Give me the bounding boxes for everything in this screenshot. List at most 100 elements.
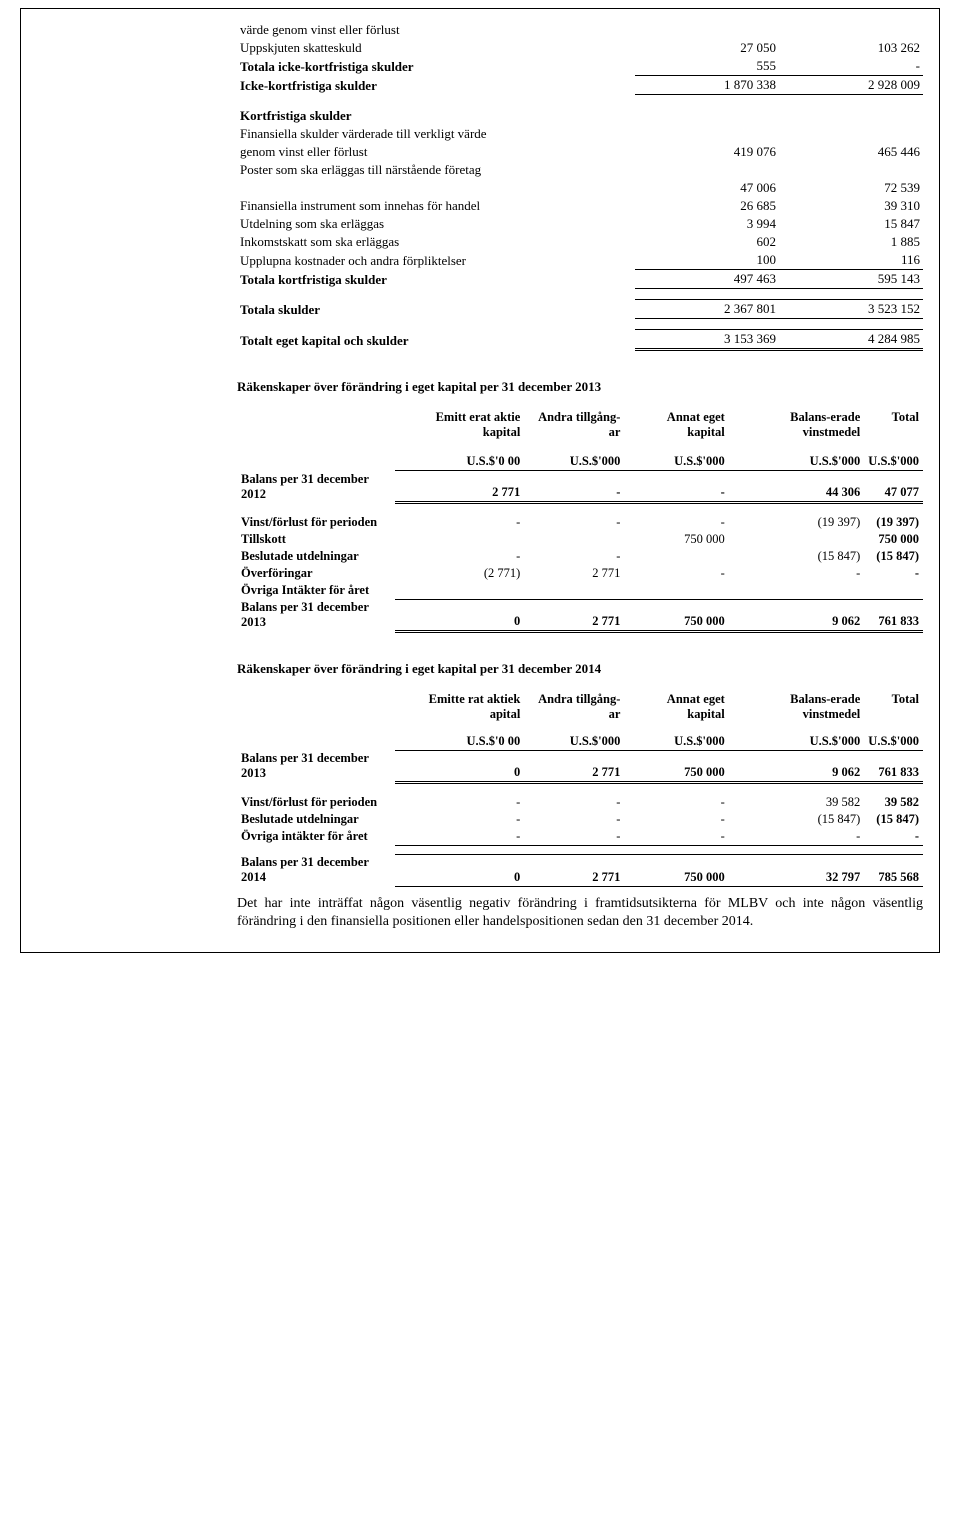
cell: - [395, 514, 524, 531]
row-label: Balans per 31 december 2012 [237, 471, 395, 503]
row-label: Balans per 31 december 2013 [237, 750, 395, 782]
col-unit: U.S.$'000 [864, 733, 923, 751]
table-row: Icke-kortfristiga skulder1 870 3382 928 … [237, 76, 923, 95]
table-row: Övriga intäkter för året - - - - - [237, 828, 923, 846]
row-label: Totala skulder [237, 300, 635, 319]
cell: - [624, 828, 728, 846]
row-val-b: 15 847 [779, 215, 923, 233]
row-val-a: 26 685 [635, 197, 779, 215]
table-row: Finansiella skulder värderade till verkl… [237, 125, 923, 143]
cell: 0 [395, 854, 524, 886]
table-row: Totala skulder2 367 8013 523 152 [237, 300, 923, 319]
content-area: värde genom vinst eller förlust Uppskjut… [237, 21, 923, 932]
cell: (15 847) [729, 811, 865, 828]
col-unit: U.S.$'000 [729, 453, 865, 471]
cell: 2 771 [524, 854, 624, 886]
row-label: Balans per 31 december 2014 [237, 854, 395, 886]
cell: 761 833 [864, 750, 923, 782]
cell: 750 000 [624, 531, 728, 548]
cell: - [524, 811, 624, 828]
page-frame: värde genom vinst eller förlust Uppskjut… [20, 8, 940, 953]
row-label: Poster som ska erläggas till närstående … [237, 161, 635, 179]
row-val-b: 1 885 [779, 233, 923, 251]
cell: (15 847) [864, 548, 923, 565]
table-row: Balans per 31 december 2014 0 2 771 750 … [237, 854, 923, 886]
table-row: värde genom vinst eller förlust [237, 21, 923, 39]
cell: - [729, 828, 865, 846]
cell: (15 847) [729, 548, 865, 565]
cell: - [624, 514, 728, 531]
col-header: Andra tillgång-ar [524, 691, 624, 723]
row-val-a: 555 [635, 57, 779, 76]
table-row: 47 00672 539 [237, 179, 923, 197]
col-unit: U.S.$'000 [624, 733, 728, 751]
table-row: Beslutade utdelningar - - - (15 847) (15… [237, 811, 923, 828]
row-label: Tillskott [237, 531, 395, 548]
col-header: Total [864, 691, 923, 723]
row-val-b: 116 [779, 251, 923, 270]
row-label: Beslutade utdelningar [237, 811, 395, 828]
table-row: Beslutade utdelningar - - (15 847) (15 8… [237, 548, 923, 565]
cell [524, 531, 624, 548]
cell: 750 000 [624, 599, 728, 631]
row-val-a: 2 367 801 [635, 300, 779, 319]
table-row: Balans per 31 december 2013 0 2 771 750 … [237, 750, 923, 782]
cell: 47 077 [864, 471, 923, 503]
col-header: Annat eget kapital [624, 409, 728, 441]
cell: 9 062 [729, 750, 865, 782]
cell: - [524, 828, 624, 846]
table-row: Balans per 31 december 2013 0 2 771 750 … [237, 599, 923, 631]
cell: 750 000 [864, 531, 923, 548]
col-header: Annat eget kapital [624, 691, 728, 723]
cell: 39 582 [729, 794, 865, 811]
col-header: Emitt erat aktie kapital [395, 409, 524, 441]
unit-row: U.S.$'0 00 U.S.$'000 U.S.$'000 U.S.$'000… [237, 733, 923, 751]
cell: - [395, 811, 524, 828]
row-label: Uppskjuten skatteskuld [237, 39, 635, 57]
table-row: Vinst/förlust för perioden - - - (19 397… [237, 514, 923, 531]
cell: 32 797 [729, 854, 865, 886]
equity-2014-title: Räkenskaper över förändring i eget kapit… [237, 661, 923, 677]
table-row: Poster som ska erläggas till närstående … [237, 161, 923, 179]
table-row: genom vinst eller förlust419 076465 446 [237, 143, 923, 161]
row-val-a: 27 050 [635, 39, 779, 57]
table-row: Övriga Intäkter för året [237, 582, 923, 599]
table-row: Överföringar (2 771) 2 771 - - - [237, 565, 923, 582]
row-label: genom vinst eller förlust [237, 143, 635, 161]
row-label: Totala kortfristiga skulder [237, 270, 635, 289]
col-unit: U.S.$'000 [729, 733, 865, 751]
cell: - [624, 565, 728, 582]
col-header: Andra tillgång-ar [524, 409, 624, 441]
cell: - [395, 794, 524, 811]
row-val-a: 419 076 [635, 143, 779, 161]
cell: - [524, 548, 624, 565]
table-row: Utdelning som ska erläggas3 99415 847 [237, 215, 923, 233]
row-val-a: 100 [635, 251, 779, 270]
cell: 39 582 [864, 794, 923, 811]
row-label: Balans per 31 december 2013 [237, 599, 395, 631]
row-val-b [779, 21, 923, 39]
row-label: värde genom vinst eller förlust [237, 21, 635, 39]
footer-paragraph: Det har inte inträffat någon väsentlig n… [237, 895, 923, 933]
table-row: Finansiella instrument som innehas för h… [237, 197, 923, 215]
col-unit: U.S.$'000 [524, 733, 624, 751]
unit-row: U.S.$'0 00 U.S.$'000 U.S.$'000 U.S.$'000… [237, 453, 923, 471]
row-label: Totalt eget kapital och skulder [237, 330, 635, 350]
row-label: Överföringar [237, 565, 395, 582]
table-row: Totala icke-kortfristiga skulder555- [237, 57, 923, 76]
row-val-b: 465 446 [779, 143, 923, 161]
cell: 750 000 [624, 750, 728, 782]
cell: 2 771 [524, 565, 624, 582]
cell: - [864, 565, 923, 582]
table-row: Kortfristiga skulder [237, 107, 923, 125]
cell: 0 [395, 599, 524, 631]
cell: 44 306 [729, 471, 865, 503]
cell: (19 397) [729, 514, 865, 531]
row-label: Utdelning som ska erläggas [237, 215, 635, 233]
row-val-a: 497 463 [635, 270, 779, 289]
row-val-a: 602 [635, 233, 779, 251]
col-header: Balans-erade vinstmedel [729, 409, 865, 441]
table-row: Balans per 31 december 2012 2 771 - - 44… [237, 471, 923, 503]
row-label: Vinst/förlust för perioden [237, 794, 395, 811]
row-val-a: 1 870 338 [635, 76, 779, 95]
